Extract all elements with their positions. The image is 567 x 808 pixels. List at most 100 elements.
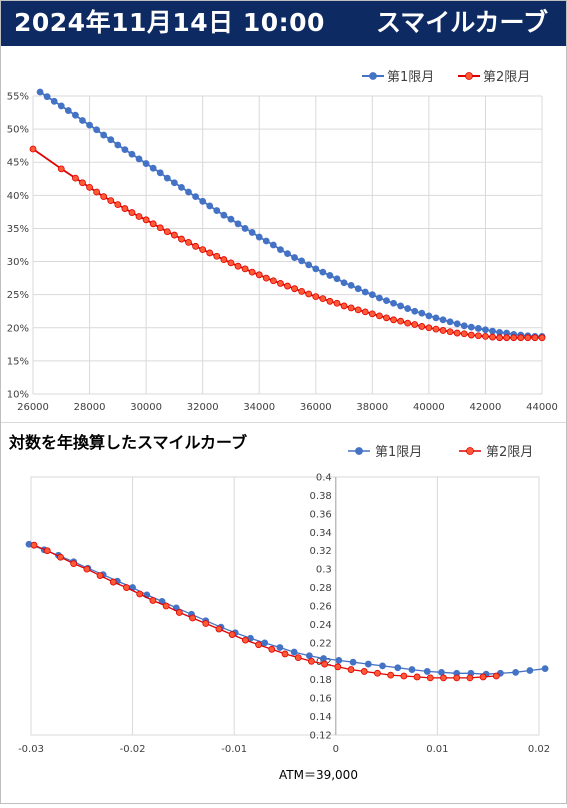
chart1-point-s2 bbox=[79, 179, 86, 187]
chart2-point-s2 bbox=[57, 553, 64, 561]
chart1-point-s2 bbox=[510, 334, 518, 342]
chart1-point-s1 bbox=[269, 241, 277, 249]
chart2-y-tick: 0.4 bbox=[316, 473, 332, 484]
chart2-point-s2 bbox=[426, 674, 434, 682]
chart1-point-s1 bbox=[86, 121, 93, 129]
chart1-point-s1 bbox=[418, 309, 426, 317]
chart2-point-s2 bbox=[281, 650, 289, 658]
chart1-point-s1 bbox=[312, 265, 320, 273]
chart2-point-s1 bbox=[305, 652, 313, 660]
chart1-point-s2 bbox=[291, 285, 298, 293]
chart2-y-tick: 0.22 bbox=[310, 638, 332, 649]
chart1-point-s1 bbox=[100, 131, 108, 139]
chart1-x-tick: 28000 bbox=[74, 402, 106, 413]
chart1-point-s2 bbox=[185, 238, 192, 246]
chart1-svg: 10% 15% 20% 25% 30% 35% 40% 45% 50% 55% 26000 28000… bbox=[7, 70, 558, 413]
chart1-y-tick: 10% bbox=[7, 390, 29, 401]
chart2-point-s2 bbox=[189, 614, 196, 622]
chart1-legend-marker bbox=[369, 72, 377, 80]
chart1-y-tick: 25% bbox=[7, 290, 29, 301]
chart2-svg: -0.03 -0.02 -0.01 0 0.01 0.02 0.12 0.14 0.16 0.18… bbox=[18, 445, 550, 755]
chart2-legend-marker bbox=[355, 447, 363, 455]
chart1-point-s2 bbox=[178, 235, 185, 243]
chart2-point-s1 bbox=[261, 639, 269, 647]
chart1-point-s1 bbox=[50, 97, 58, 105]
chart2-legend-marker bbox=[466, 447, 474, 455]
chart1-point-s1 bbox=[170, 179, 178, 187]
chart2-point-s1 bbox=[408, 666, 416, 673]
chart1-point-s1 bbox=[114, 141, 122, 149]
header-banner: 2024年11月14日 10:00 スマイルカーブ bbox=[0, 0, 567, 46]
chart1-point-s1 bbox=[57, 102, 65, 110]
chart1-point-s2 bbox=[149, 220, 157, 228]
chart2-point-s2 bbox=[162, 602, 170, 610]
chart1-point-s2 bbox=[156, 224, 164, 232]
chart2-y-tick: 0.12 bbox=[310, 731, 332, 742]
chart2-legend-label: 第1限月 bbox=[375, 445, 422, 460]
chart1-point-s2 bbox=[114, 201, 122, 209]
chart2-plot-border bbox=[30, 476, 540, 736]
chart1-point-s1 bbox=[192, 193, 199, 201]
chart2-point-s2 bbox=[387, 671, 395, 679]
chart1-point-s1 bbox=[404, 305, 412, 312]
chart1-point-s1 bbox=[213, 207, 221, 214]
chart2-point-s1 bbox=[379, 662, 386, 670]
chart2-point-s1 bbox=[438, 668, 445, 676]
chart1-x-tick: 42000 bbox=[470, 402, 502, 413]
chart1-point-s2 bbox=[298, 287, 306, 295]
chart1-point-s1 bbox=[453, 320, 461, 328]
chart2-point-s2 bbox=[83, 565, 91, 573]
chart1-point-s2 bbox=[57, 165, 65, 173]
chart1-point-s2 bbox=[319, 295, 327, 303]
chart1-point-s2 bbox=[517, 334, 525, 342]
chart1-x-tick: 36000 bbox=[300, 402, 332, 413]
chart1-x-tick: 38000 bbox=[356, 402, 388, 413]
chart1-point-s2 bbox=[248, 268, 256, 276]
chart1-point-s1 bbox=[220, 211, 228, 219]
chart1-legend-marker bbox=[465, 72, 473, 80]
chart1-point-s1 bbox=[72, 111, 79, 119]
chart1-point-s2 bbox=[305, 290, 313, 298]
chart2-point-s2 bbox=[149, 597, 157, 604]
chart1-point-s1 bbox=[43, 93, 51, 101]
chart2-point-s2 bbox=[43, 547, 51, 555]
chart1-point-s2 bbox=[432, 325, 440, 333]
chart2-point-s2 bbox=[374, 669, 381, 677]
chart1-point-s2 bbox=[538, 334, 546, 342]
chart1-point-s2 bbox=[340, 302, 348, 310]
chart1-point-s1 bbox=[354, 285, 362, 293]
chart1-y-tick: 20% bbox=[7, 323, 29, 334]
chart1-point-s2 bbox=[269, 277, 277, 285]
chart2-point-s2 bbox=[255, 641, 262, 649]
chart1-point-s1 bbox=[305, 261, 313, 269]
chart2-point-s2 bbox=[413, 673, 421, 681]
chart1-point-s1 bbox=[284, 250, 291, 258]
chart1-point-s1 bbox=[326, 272, 334, 279]
chart1-y-tick: 30% bbox=[7, 257, 29, 268]
chart1-point-s2 bbox=[439, 327, 447, 334]
chart1-point-s1 bbox=[390, 299, 397, 307]
chart1-point-s1 bbox=[142, 160, 150, 167]
chart2-point-s1 bbox=[290, 648, 298, 656]
chart1-point-s1 bbox=[79, 117, 86, 124]
chart1-point-s1 bbox=[135, 155, 143, 163]
chart1-y-tick: 55% bbox=[7, 92, 29, 103]
header-title: スマイルカーブ bbox=[376, 8, 549, 37]
chart1-point-s1 bbox=[446, 318, 454, 326]
chart2-point-s1 bbox=[349, 658, 357, 666]
chart1-point-s2 bbox=[29, 145, 37, 153]
chart2-point-s2 bbox=[202, 620, 210, 627]
chart1-point-s1 bbox=[397, 302, 405, 310]
chart1-point-s2 bbox=[503, 334, 511, 342]
chart2-point-s2 bbox=[453, 674, 461, 682]
chart1-point-s2 bbox=[93, 188, 101, 196]
chart2-point-s2 bbox=[241, 636, 249, 644]
chart2-point-s2 bbox=[466, 674, 474, 682]
chart1-point-s2 bbox=[383, 314, 390, 322]
chart1-point-s1 bbox=[277, 246, 284, 254]
chart2-x-tick: -0.02 bbox=[120, 744, 146, 755]
chart2-point-s2 bbox=[136, 590, 144, 598]
chart2-y-tick: 0.18 bbox=[310, 675, 332, 686]
chart1-point-s2 bbox=[227, 259, 235, 267]
chart2-point-s2 bbox=[30, 541, 38, 549]
